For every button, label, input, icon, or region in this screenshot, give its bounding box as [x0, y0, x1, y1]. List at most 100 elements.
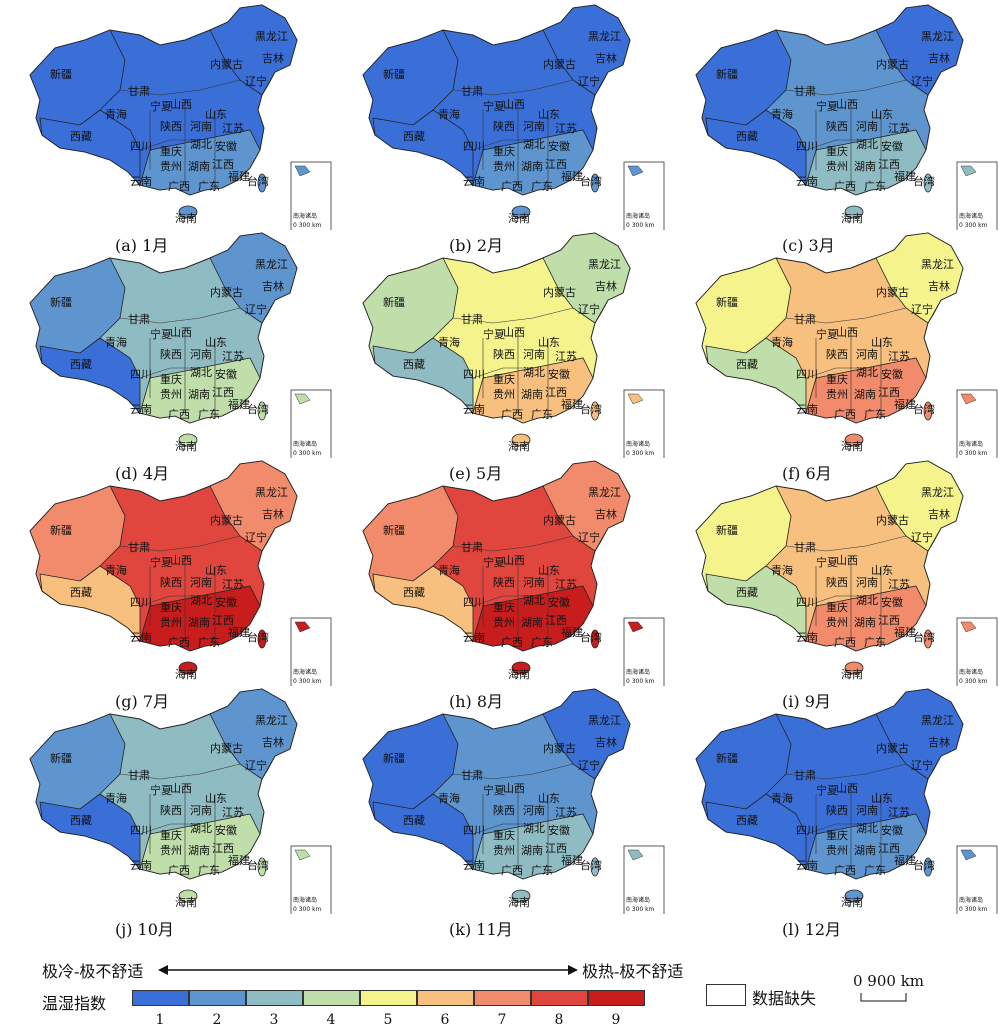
province-label: 辽宁 [245, 74, 267, 88]
province-label: 青海 [438, 563, 460, 577]
province-label: 四川 [463, 824, 485, 837]
province-label: 陕西 [160, 347, 182, 361]
south-china-sea-inset: 南海诸岛 0 300 km [956, 617, 998, 686]
province-label: 海南 [841, 667, 863, 681]
province-label: 广西 [834, 408, 856, 421]
legend-swatch [303, 990, 360, 1006]
south-china-sea-inset: 南海诸岛 0 300 km [623, 617, 665, 686]
province-label: 甘肃 [794, 313, 816, 326]
province-label: 贵州 [160, 388, 182, 401]
legend-arrow [158, 965, 578, 975]
province-label: 广西 [168, 408, 190, 421]
province-label: 黑龙江 [921, 258, 954, 271]
province-label: 安徽 [881, 595, 903, 609]
legend-index-title: 温湿指数 [42, 994, 107, 1013]
province-label: 黑龙江 [255, 714, 288, 727]
province-label: 陕西 [160, 803, 182, 817]
province-label: 宁夏 [150, 555, 172, 569]
province-label: 陕西 [826, 575, 848, 589]
province-label: 新疆 [50, 523, 72, 537]
legend-scale-label: 0 900 km [853, 972, 925, 990]
province-label: 河南 [856, 576, 878, 589]
province-label: 河南 [523, 576, 545, 589]
province-label: 贵州 [826, 160, 848, 173]
province-label: 福建 [894, 169, 916, 183]
province-label: 重庆 [826, 828, 848, 842]
province-label: 青海 [105, 563, 127, 577]
map-panel: 新疆 西藏 青海 甘肃 内蒙古 黑龙江 吉林 辽宁 宁夏 山西 山东 陕西 河南 江苏 四川 重庆 湖北 安徽 贵州… [666, 684, 999, 939]
province-label: 内蒙古 [876, 57, 909, 71]
province-label: 辽宁 [245, 758, 267, 772]
province-label: 广西 [834, 864, 856, 877]
panel-caption: (c) 3月 [782, 236, 835, 255]
province-label: 江西 [545, 158, 567, 171]
province-label: 湖南 [854, 844, 876, 857]
province-label: 吉林 [928, 507, 950, 521]
province-label: 云南 [796, 403, 818, 416]
province-label: 黑龙江 [588, 714, 621, 727]
svg-text:0 300 km: 0 300 km [293, 450, 322, 457]
province-label: 湖南 [521, 160, 543, 173]
province-label: 海南 [841, 895, 863, 909]
province-label: 吉林 [595, 507, 617, 521]
province-label: 山西 [170, 326, 192, 339]
province-label: 吉林 [595, 51, 617, 65]
legend-class-number: 3 [269, 1012, 279, 1028]
province-label: 湖北 [523, 594, 545, 607]
province-label: 四川 [130, 368, 152, 381]
province-label: 贵州 [493, 616, 515, 629]
province-label: 福建 [561, 397, 583, 411]
province-label: 甘肃 [461, 85, 483, 98]
province-label: 安徽 [548, 367, 570, 381]
province-label: 宁夏 [483, 327, 505, 341]
map-panel: 新疆 西藏 青海 甘肃 内蒙古 黑龙江 吉林 辽宁 宁夏 山西 山东 陕西 河南 江苏 四川 重庆 湖北 安徽 贵州… [0, 228, 333, 483]
province-label: 江西 [212, 386, 234, 399]
province-label: 云南 [130, 175, 152, 188]
province-label: 内蒙古 [543, 741, 576, 755]
svg-text:0 300 km: 0 300 km [959, 450, 988, 457]
legend-swatch [360, 990, 417, 1006]
province-label: 江西 [212, 614, 234, 627]
province-label: 甘肃 [128, 541, 150, 554]
province-label: 重庆 [493, 144, 515, 158]
province-label: 湖南 [188, 616, 210, 629]
province-label: 内蒙古 [210, 57, 243, 71]
province-label: 河南 [190, 576, 212, 589]
province-label: 新疆 [716, 751, 738, 765]
province-label: 重庆 [160, 144, 182, 158]
province-label: 重庆 [826, 600, 848, 614]
province-label: 辽宁 [578, 302, 600, 316]
province-label: 台湾 [913, 630, 935, 644]
province-label: 宁夏 [150, 327, 172, 341]
province-label: 甘肃 [794, 541, 816, 554]
province-label: 湖北 [856, 594, 878, 607]
province-label: 新疆 [50, 67, 72, 81]
south-china-sea-inset: 南海诸岛 0 300 km [290, 389, 332, 458]
legend-swatch [246, 990, 303, 1006]
province-label: 西藏 [70, 358, 92, 371]
province-label: 广西 [834, 636, 856, 649]
province-label: 吉林 [262, 279, 284, 293]
province-label: 福建 [561, 169, 583, 183]
province-label: 广西 [168, 864, 190, 877]
svg-text:0 300 km: 0 300 km [293, 906, 322, 913]
svg-text:0 300 km: 0 300 km [626, 450, 655, 457]
province-label: 山东 [871, 108, 893, 121]
province-label: 河南 [856, 804, 878, 817]
province-label: 云南 [130, 403, 152, 416]
province-label: 安徽 [215, 139, 237, 153]
province-label: 黑龙江 [588, 258, 621, 271]
south-china-sea-inset: 南海诸岛 0 300 km [623, 161, 665, 230]
province-label: 福建 [228, 625, 250, 639]
province-label: 吉林 [928, 51, 950, 65]
map-panel: 新疆 西藏 青海 甘肃 内蒙古 黑龙江 吉林 辽宁 宁夏 山西 山东 陕西 河南 江苏 四川 重庆 湖北 安徽 贵州… [333, 456, 666, 711]
province-label: 宁夏 [816, 99, 838, 113]
province-label: 江苏 [222, 806, 244, 819]
province-label: 江苏 [888, 578, 910, 591]
svg-text:0 300 km: 0 300 km [626, 222, 655, 229]
map-panel: 新疆 西藏 青海 甘肃 内蒙古 黑龙江 吉林 辽宁 宁夏 山西 山东 陕西 河南 江苏 四川 重庆 湖北 安徽 贵州… [333, 228, 666, 483]
province-label: 河南 [190, 120, 212, 133]
province-label: 重庆 [160, 828, 182, 842]
